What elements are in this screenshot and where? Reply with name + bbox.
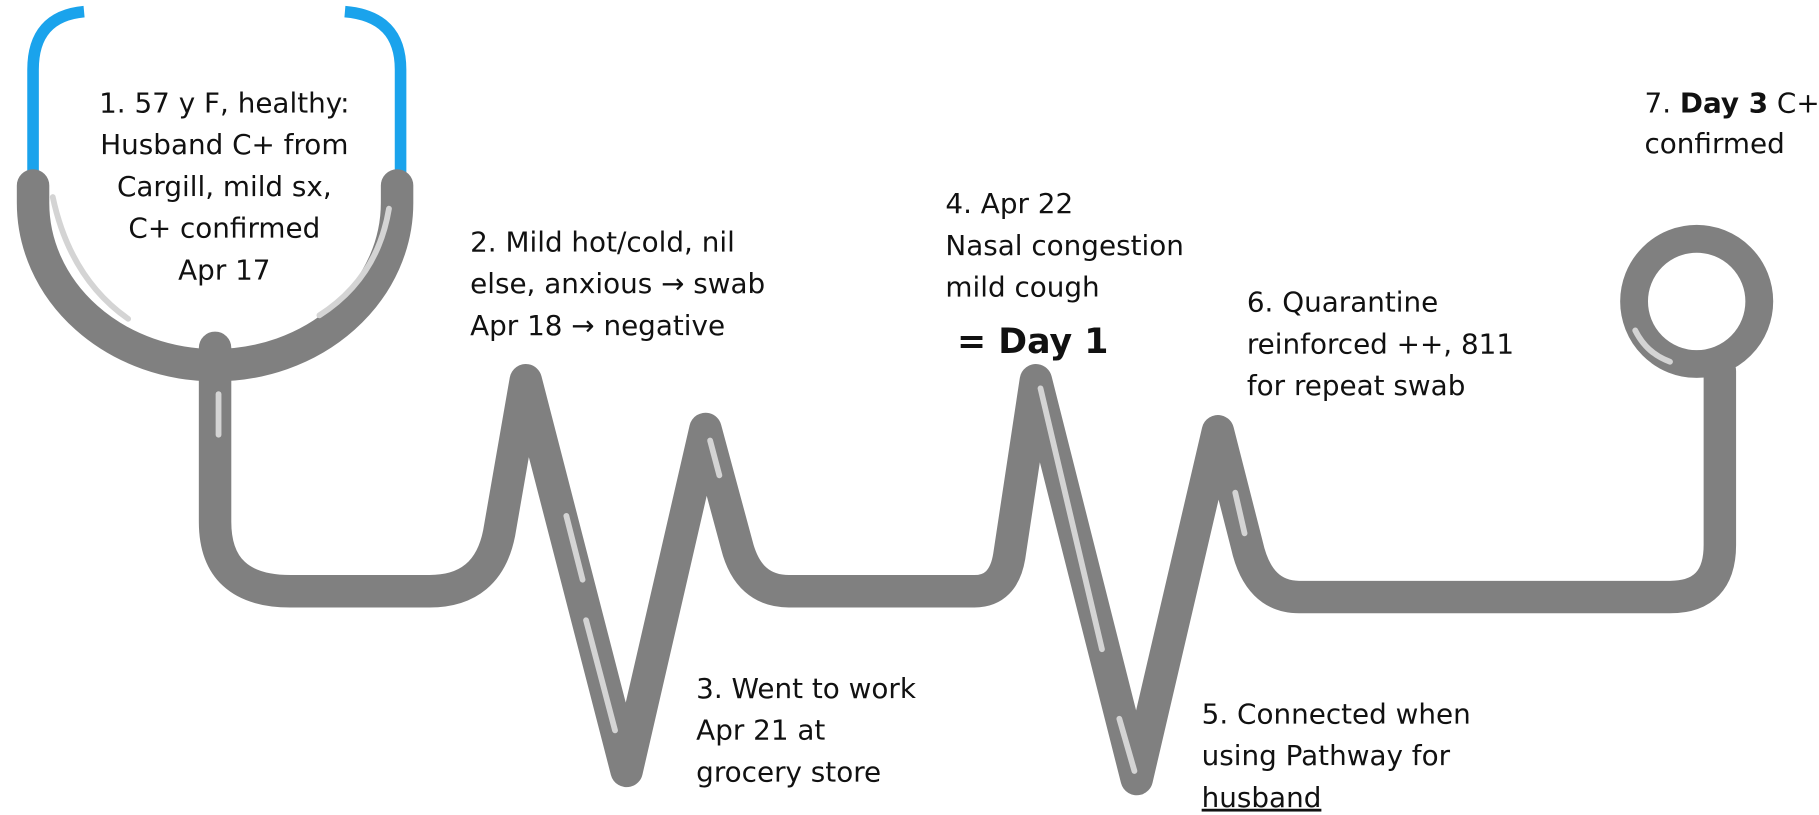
earpiece-right [344,5,407,184]
event-line: grocery store [696,755,881,788]
chest-piece [1620,224,1774,378]
event-line: Cargill, mild sx, [117,170,332,203]
event-line: else, anxious → swab [470,267,765,300]
highlight [563,512,618,734]
highlight [1632,327,1673,365]
highlight [49,194,132,322]
event-line: husband [1202,781,1322,814]
event-line: 5. Connected when [1202,697,1471,730]
highlight [707,437,723,479]
event-line: 1. 57 y F, healthy: [99,86,349,119]
highlight [1037,385,1138,774]
tube [198,331,1737,796]
event-line: C+ confirmed [128,212,320,245]
event-line: Apr 17 [178,253,270,286]
event-line: Apr 18 → negative [470,309,725,342]
highlight [316,205,392,319]
event-line: confirmed [1645,127,1785,160]
event-line: reinforced ++, 811 [1247,327,1514,360]
labels: 1. 57 y F, healthy: Husband C+ from Cargil… [99,86,1785,788]
highlight [1232,489,1248,537]
prefix: 7. [1645,86,1672,119]
event-line: 3. Went to work [696,672,917,705]
day-one: = Day 1 [957,322,1108,362]
event-line: 4. Apr 22 [945,187,1073,220]
stethoscope [16,5,1774,796]
event-line: 7. Day 3 C+ [1645,86,1819,119]
event-line: for repeat swab [1247,369,1466,402]
earpiece-left [27,5,85,184]
event-line: mild cough [945,271,1099,304]
suffix: C+ [1777,86,1819,119]
event-line: 6. Quarantine [1247,286,1438,319]
event-line: Nasal congestion [945,229,1183,262]
event-line: using Pathway for [1202,739,1451,772]
event-line: 2. Mild hot/cold, nil [470,225,735,258]
event-line: Apr 21 at [696,714,825,747]
event-line: Husband C+ from [100,128,348,161]
bold: Day 3 [1680,86,1768,119]
